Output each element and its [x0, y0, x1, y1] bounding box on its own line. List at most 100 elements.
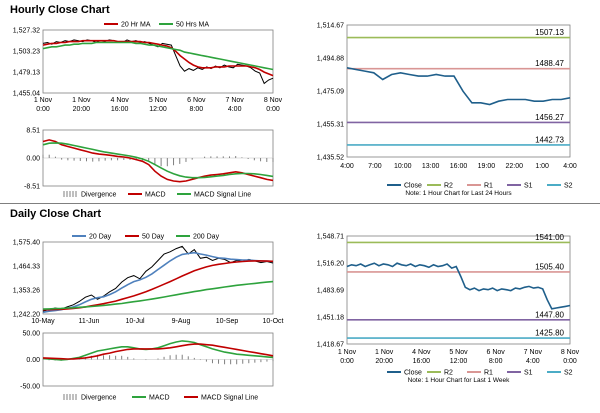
daily-ma-xtick: 10-Sep — [216, 318, 239, 325]
daily-levels-ytick: 1,418.67 — [317, 342, 344, 349]
hourly-ma-xtick: 6 Nov — [187, 97, 206, 104]
hourly-levels-legend-close: Close — [404, 183, 422, 190]
daily-ma-xtick: 9-Aug — [172, 318, 191, 325]
hourly-ma-xtick: 8:00 — [190, 106, 204, 113]
hourly-ma-xtick: 0:00 — [266, 106, 280, 113]
hourly-ma-xtick: 8 Nov — [264, 97, 283, 104]
daily-ma-legend-200day: 200 Day — [193, 234, 220, 241]
hourly-macd-ytick: 0.00 — [26, 156, 40, 163]
hourly-macd-legend-macd: MACD — [145, 192, 166, 199]
hourly-macd-line-macd-signal-line — [42, 142, 274, 179]
hourly-ma-ytick: 1,527.32 — [13, 28, 40, 35]
hourly-ma-xtick: 0:00 — [36, 106, 50, 113]
daily-levels-xtick: 6 Nov — [487, 349, 506, 356]
hourly-levels-level-label-s1: 1456.27 — [535, 113, 564, 122]
hourly-ma-legend-20hr: 20 Hr MA — [121, 22, 151, 29]
hourly-levels-legend-s2: S2 — [564, 183, 573, 190]
daily-ma-ytick: 1,353.26 — [13, 288, 40, 295]
daily-levels-xtick: 4 Nov — [412, 349, 431, 356]
hourly-levels-xtick: 16:00 — [450, 163, 468, 170]
daily-macd-ytick: 0.00 — [26, 357, 40, 364]
daily-levels-close-line — [346, 262, 571, 310]
daily-levels-level-label-r1: 1505.40 — [535, 262, 564, 271]
daily-section-title: Daily Close Chart — [10, 208, 102, 220]
daily-levels-ytick: 1,548.71 — [317, 234, 344, 241]
daily-levels-legend-s2: S2 — [564, 370, 573, 377]
daily-levels-level-label-s1: 1447.80 — [535, 310, 564, 319]
hourly-levels-xtick: 10:00 — [394, 163, 412, 170]
daily-levels-xtick: 8:00 — [489, 358, 503, 365]
hourly-ma-xtick: 12:00 — [149, 106, 167, 113]
hourly-levels-frame — [346, 24, 571, 158]
daily-levels-xtick: 0:00 — [340, 358, 354, 365]
hourly-ma-line-20-hr-ma — [42, 39, 274, 77]
daily-levels-xtick: 0:00 — [563, 358, 577, 365]
hourly-levels-ytick: 1,494.88 — [317, 56, 344, 63]
hourly-macd-legend-signal: MACD Signal Line — [194, 192, 251, 199]
hourly-ma-ytick: 1,455.04 — [13, 91, 40, 98]
daily-levels-xtick: 16:00 — [413, 358, 431, 365]
daily-ma-xtick: 10-May — [31, 318, 55, 325]
daily-macd-line-macd-signal-line — [42, 343, 274, 360]
section-divider — [0, 203, 600, 204]
daily-macd-ytick: 50.00 — [22, 331, 40, 338]
hourly-macd-line-macd — [42, 139, 274, 183]
daily-levels-xtick: 1 Nov — [338, 349, 357, 356]
daily-levels-xtick: 8 Nov — [561, 349, 580, 356]
hourly-levels-xtick: 7:00 — [368, 163, 382, 170]
daily-levels-legend-r2: R2 — [444, 370, 453, 377]
daily-levels-xtick: 12:00 — [450, 358, 468, 365]
daily-macd-legend-signal: MACD Signal Line — [201, 395, 258, 402]
daily-levels-frame — [346, 235, 571, 345]
daily-ma-legend-20day: 20 Day — [89, 234, 112, 241]
daily-levels-legend-r1: R1 — [484, 370, 493, 377]
daily-ma-xtick: 11-Jun — [79, 318, 100, 325]
daily-levels-ytick: 1,483.69 — [317, 288, 344, 295]
hourly-ma-ytick: 1,503.23 — [13, 49, 40, 56]
daily-macd-ytick: -50.00 — [20, 384, 40, 391]
daily-levels-ytick: 1,516.20 — [317, 261, 344, 268]
daily-macd-line-macd — [42, 340, 274, 361]
hourly-ma-xtick: 16:00 — [111, 106, 129, 113]
daily-levels-ytick: 1,451.18 — [317, 315, 344, 322]
hourly-levels-xtick: 4:00 — [340, 163, 354, 170]
hourly-levels-level-label-r1: 1488.47 — [535, 59, 564, 68]
hourly-levels-xtick: 4:00 — [563, 163, 577, 170]
daily-ma-legend-50day: 50 Day — [142, 234, 165, 241]
hourly-levels-ytick: 1,475.09 — [317, 89, 344, 96]
hourly-levels-level-label-r2: 1507.13 — [535, 28, 564, 37]
daily-ma-ytick: 1,575.40 — [13, 240, 40, 247]
daily-levels-legend-close: Close — [404, 370, 422, 377]
daily-macd-legend-macd: MACD — [149, 395, 170, 402]
daily-ma-line-20-day — [42, 251, 274, 314]
hourly-levels-legend-r2: R2 — [444, 183, 453, 190]
hourly-ma-frame — [42, 29, 274, 94]
daily-ma-xtick: 10-Jul — [125, 318, 145, 325]
hourly-ma-xtick: 5 Nov — [149, 97, 168, 104]
hourly-levels-legend-r1: R1 — [484, 183, 493, 190]
hourly-ma-ytick: 1,479.13 — [13, 70, 40, 77]
hourly-ma-xtick: 1 Nov — [72, 97, 91, 104]
hourly-ma-xtick: 7 Nov — [226, 97, 245, 104]
daily-levels-xtick: 20:00 — [375, 358, 393, 365]
hourly-ma-legend-50hrs: 50 Hrs MA — [176, 22, 209, 29]
hourly-levels-close-line — [346, 67, 571, 106]
hourly-levels-xtick: 19:00 — [478, 163, 496, 170]
hourly-section-title: Hourly Close Chart — [10, 4, 110, 16]
daily-levels-xtick: 5 Nov — [449, 349, 468, 356]
hourly-levels-note: Note: 1 Hour Chart for Last 24 Hours — [405, 190, 512, 197]
hourly-macd-ytick: 8.51 — [26, 128, 40, 135]
hourly-levels-xtick: 13:00 — [422, 163, 440, 170]
hourly-levels-xtick: 1:00 — [535, 163, 549, 170]
daily-levels-xtick: 7 Nov — [524, 349, 543, 356]
daily-levels-xtick: 4:00 — [526, 358, 540, 365]
daily-levels-level-label-r2: 1541.00 — [535, 233, 564, 242]
hourly-levels-ytick: 1,455.31 — [317, 122, 344, 129]
daily-ma-line-200-day — [42, 280, 274, 310]
daily-levels-note: Note: 1 Hour Chart for Last 1 Week — [408, 377, 511, 384]
daily-levels-legend-s1: S1 — [524, 370, 533, 377]
hourly-levels-ytick: 1,514.67 — [317, 23, 344, 30]
hourly-levels-xtick: 22:00 — [505, 163, 523, 170]
daily-levels-xtick: 1 Nov — [375, 349, 394, 356]
daily-ma-ytick: 1,464.33 — [13, 264, 40, 271]
